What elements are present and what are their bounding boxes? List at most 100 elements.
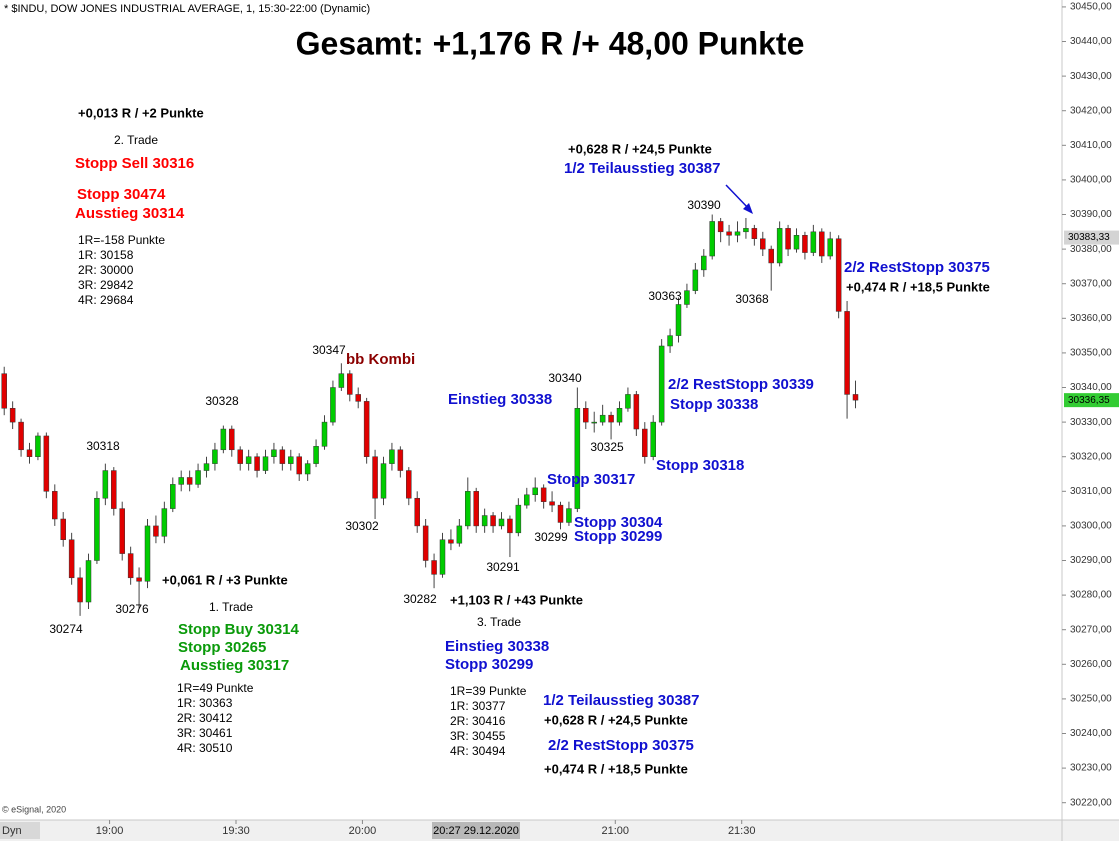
arrow-head xyxy=(743,203,753,214)
candle-body xyxy=(507,518,513,534)
crosshair-box xyxy=(432,822,520,839)
candle-body xyxy=(827,238,833,257)
y-tick-label: 30230,00 xyxy=(1070,763,1112,774)
candle-body xyxy=(136,577,142,582)
annotation: Ausstieg 30317 xyxy=(180,657,289,674)
annotation: Stopp 30299 xyxy=(445,656,533,673)
candle-body xyxy=(802,235,808,253)
annotation: Stopp Sell 30316 xyxy=(75,155,194,172)
y-tick-label: 30440,00 xyxy=(1070,36,1112,47)
annotation: 1/2 Teilausstieg 30387 xyxy=(543,692,699,709)
candle-body xyxy=(85,560,92,603)
annotation: Stopp 30318 xyxy=(656,457,744,474)
candle-body xyxy=(161,508,168,537)
annotation: Stopp 30338 xyxy=(670,396,758,413)
candle-body xyxy=(262,456,269,471)
chart-title: * $INDU, DOW JONES INDUSTRIAL AVERAGE, 1… xyxy=(4,3,370,15)
candle-body xyxy=(127,553,134,579)
annotation: 1R=-158 Punkte xyxy=(78,233,165,247)
candle-body xyxy=(414,497,420,527)
candle-body xyxy=(220,428,227,451)
price-point-label: 30302 xyxy=(345,519,379,533)
y-tick-label: 30340,00 xyxy=(1070,382,1112,393)
candle-body xyxy=(701,255,707,271)
annotation: +0,061 R / +3 Punkte xyxy=(162,572,288,587)
annotation: 1/2 Teilausstieg 30387 xyxy=(564,160,720,177)
price-point-label: 30276 xyxy=(115,602,149,616)
x-tick-label: 19:00 xyxy=(96,825,124,837)
candle-body xyxy=(793,235,800,250)
annotation: bb Kombi xyxy=(346,351,415,368)
price-marker-label: 30336,35 xyxy=(1068,395,1110,406)
annotation: 2R: 30000 xyxy=(78,263,134,277)
candle-body xyxy=(60,518,66,540)
price-point-label: 30318 xyxy=(86,439,120,453)
y-tick-label: 30320,00 xyxy=(1070,451,1112,462)
price-point-label: 30325 xyxy=(590,440,624,454)
candle-body xyxy=(102,470,109,499)
candle-body xyxy=(313,446,319,464)
y-tick-label: 30290,00 xyxy=(1070,555,1112,566)
candle-body xyxy=(18,421,24,451)
candle-body xyxy=(170,484,176,509)
annotation: 1. Trade xyxy=(209,600,253,614)
candle-body xyxy=(608,414,614,423)
candle-body xyxy=(431,560,437,575)
annotation: 4R: 30494 xyxy=(450,744,506,758)
candle-body xyxy=(490,515,496,527)
candle-body xyxy=(77,577,83,603)
candle-body xyxy=(178,477,184,485)
y-tick-label: 30450,00 xyxy=(1070,2,1112,13)
y-tick-label: 30420,00 xyxy=(1070,105,1112,116)
arrow-line xyxy=(725,184,751,211)
candle-body xyxy=(304,463,311,475)
candle-body xyxy=(675,304,682,336)
candle-body xyxy=(254,456,260,471)
y-tick-label: 30370,00 xyxy=(1070,278,1112,289)
annotation: Ausstieg 30314 xyxy=(75,205,185,222)
candle-body xyxy=(372,456,378,499)
candle-body xyxy=(347,373,353,395)
toolbar-label: Dyn xyxy=(2,825,22,837)
annotation: 2. Trade xyxy=(114,133,158,147)
annotation: Stopp 30317 xyxy=(547,471,635,488)
candle-body xyxy=(111,470,117,509)
price-point-label: 30340 xyxy=(548,371,582,385)
annotation: +0,013 R / +2 Punkte xyxy=(78,105,204,120)
annotation: 1R: 30158 xyxy=(78,248,134,262)
candle-body xyxy=(422,525,429,561)
annotation: Stopp Buy 30314 xyxy=(178,621,300,638)
annotation: 2R: 30412 xyxy=(177,711,233,725)
annotation: 4R: 29684 xyxy=(78,293,134,307)
annotation: Einstieg 30338 xyxy=(445,638,549,655)
annotation: 1R=39 Punkte xyxy=(450,684,527,698)
copyright: © eSignal, 2020 xyxy=(2,804,66,814)
annotation: +0,628 R / +24,5 Punkte xyxy=(544,712,688,727)
candle-body xyxy=(153,525,159,537)
price-marker-label: 30383,33 xyxy=(1068,232,1110,243)
price-marker-box xyxy=(1064,230,1119,245)
candle-body xyxy=(776,228,783,264)
candles xyxy=(1,214,859,616)
toolbar-button[interactable] xyxy=(0,822,40,839)
annotation: Stopp 30474 xyxy=(77,186,166,203)
y-tick-label: 30300,00 xyxy=(1070,521,1112,532)
annotation: 1R: 30363 xyxy=(177,696,233,710)
candle-body xyxy=(844,311,850,395)
price-point-label: 30299 xyxy=(534,530,568,544)
candle-body xyxy=(144,525,151,582)
price-marker-box xyxy=(1064,393,1119,408)
y-tick-label: 30430,00 xyxy=(1070,71,1112,82)
candle-body xyxy=(717,221,724,233)
candle-body xyxy=(43,435,50,492)
candle-body xyxy=(768,248,774,264)
candle-body xyxy=(271,449,277,457)
candle-body xyxy=(439,539,446,575)
y-tick-label: 30380,00 xyxy=(1070,244,1112,255)
candle-body xyxy=(456,525,463,544)
annotation: Stopp 30299 xyxy=(574,528,662,545)
y-tick-label: 30390,00 xyxy=(1070,209,1112,220)
candle-body xyxy=(355,394,361,402)
